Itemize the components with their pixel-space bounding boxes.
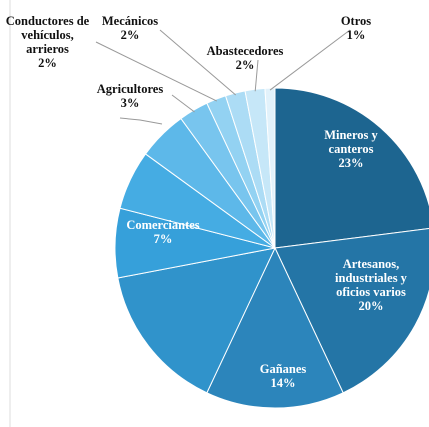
slice-label: Artesanos, industriales y oficios varios…	[326, 257, 416, 313]
slice-label: Comerciantes 7%	[118, 218, 208, 246]
pie-slice	[117, 247, 276, 394]
category-label: Otros	[340, 14, 372, 28]
category-label: Agricultores	[96, 82, 164, 96]
pie-slice	[274, 228, 429, 394]
value-label: 20%	[358, 299, 384, 313]
category-label: Mecánicos	[101, 14, 159, 28]
category-label: Mineros y canteros	[324, 128, 378, 156]
leader-line	[119, 117, 163, 125]
pie-slice	[264, 87, 276, 249]
value-label: 14%	[270, 376, 296, 390]
pie-slice	[206, 246, 344, 409]
slice-label: Agricultores 3%	[90, 82, 170, 110]
category-label: Artesanos, industriales y oficios varios	[335, 257, 407, 299]
value-label: 1%	[346, 28, 366, 42]
value-label: 2%	[38, 56, 57, 70]
value-label: 23%	[338, 156, 364, 170]
leader-line	[159, 29, 237, 96]
leader-line	[95, 41, 218, 102]
value-label: 7%	[153, 232, 173, 246]
value-label: 2%	[120, 28, 140, 42]
leader-line	[269, 29, 351, 91]
value-label: 2%	[235, 58, 255, 72]
leader-line	[254, 59, 259, 92]
slice-label: Mineros y canteros 23%	[311, 128, 391, 170]
leader-line	[171, 94, 195, 113]
slice-label: Mecánicos 2%	[95, 14, 165, 42]
category-label: Conductores de vehículos, arrieros	[5, 14, 90, 56]
slice-label: Abastecedores 2%	[205, 44, 285, 72]
value-label: 3%	[120, 96, 140, 110]
category-label: Gañanes	[259, 362, 307, 376]
slice-label: Gañanes 14%	[243, 362, 323, 390]
slice-label: Conductores de vehículos, arrieros 2%	[0, 14, 95, 70]
category-label: Comerciantes	[126, 218, 200, 232]
category-label: Abastecedores	[206, 44, 284, 58]
slice-label: Otros 1%	[316, 14, 396, 42]
